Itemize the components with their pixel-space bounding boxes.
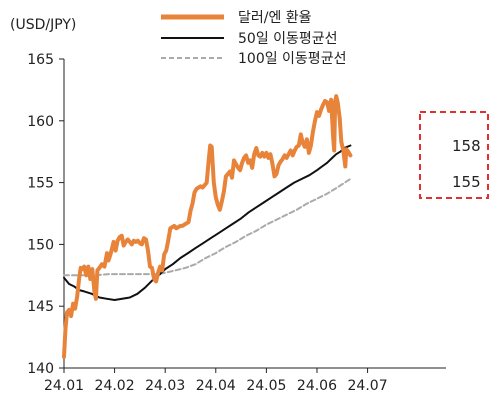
- highlight-box: [419, 111, 489, 199]
- legend-label-usd-jpy: 달러/엔 환율: [238, 10, 312, 26]
- axes: 140 145 150 155 160 165 24.01 24.02 24.03 24.04 24…: [27, 52, 446, 394]
- y-tick-label: 140: [27, 361, 54, 377]
- legend: 달러/엔 환율 50일 이동평균선 100일 이동평균선: [161, 10, 346, 67]
- y-tick-label: 155: [27, 176, 54, 192]
- plot-area: [62, 94, 353, 359]
- series-line-ma100: [63, 177, 352, 277]
- unit-label: (USD/JPY): [10, 17, 76, 33]
- legend-label-ma50: 50일 이동평균선: [238, 31, 338, 47]
- x-tick-label: 24.05: [246, 378, 286, 394]
- legend-label-ma100: 100일 이동평균선: [238, 51, 346, 67]
- y-tick-label: 150: [27, 237, 54, 253]
- annotation-label-158: 158: [452, 137, 481, 155]
- y-tick-label: 160: [27, 114, 54, 130]
- x-tick-label: 24.01: [44, 378, 84, 394]
- y-tick-label: 145: [27, 299, 54, 315]
- x-tick-label: 24.03: [145, 378, 185, 394]
- x-tick-label: 24.02: [95, 378, 135, 394]
- y-tick-label: 165: [27, 52, 54, 68]
- series-line-usd-jpy: [62, 94, 353, 359]
- x-tick-label: 24.04: [196, 378, 236, 394]
- annotation-label-155: 155: [452, 173, 481, 191]
- x-tick-label: 24.07: [348, 378, 388, 394]
- x-tick-label: 24.06: [297, 378, 337, 394]
- series-line-ma50: [63, 144, 352, 301]
